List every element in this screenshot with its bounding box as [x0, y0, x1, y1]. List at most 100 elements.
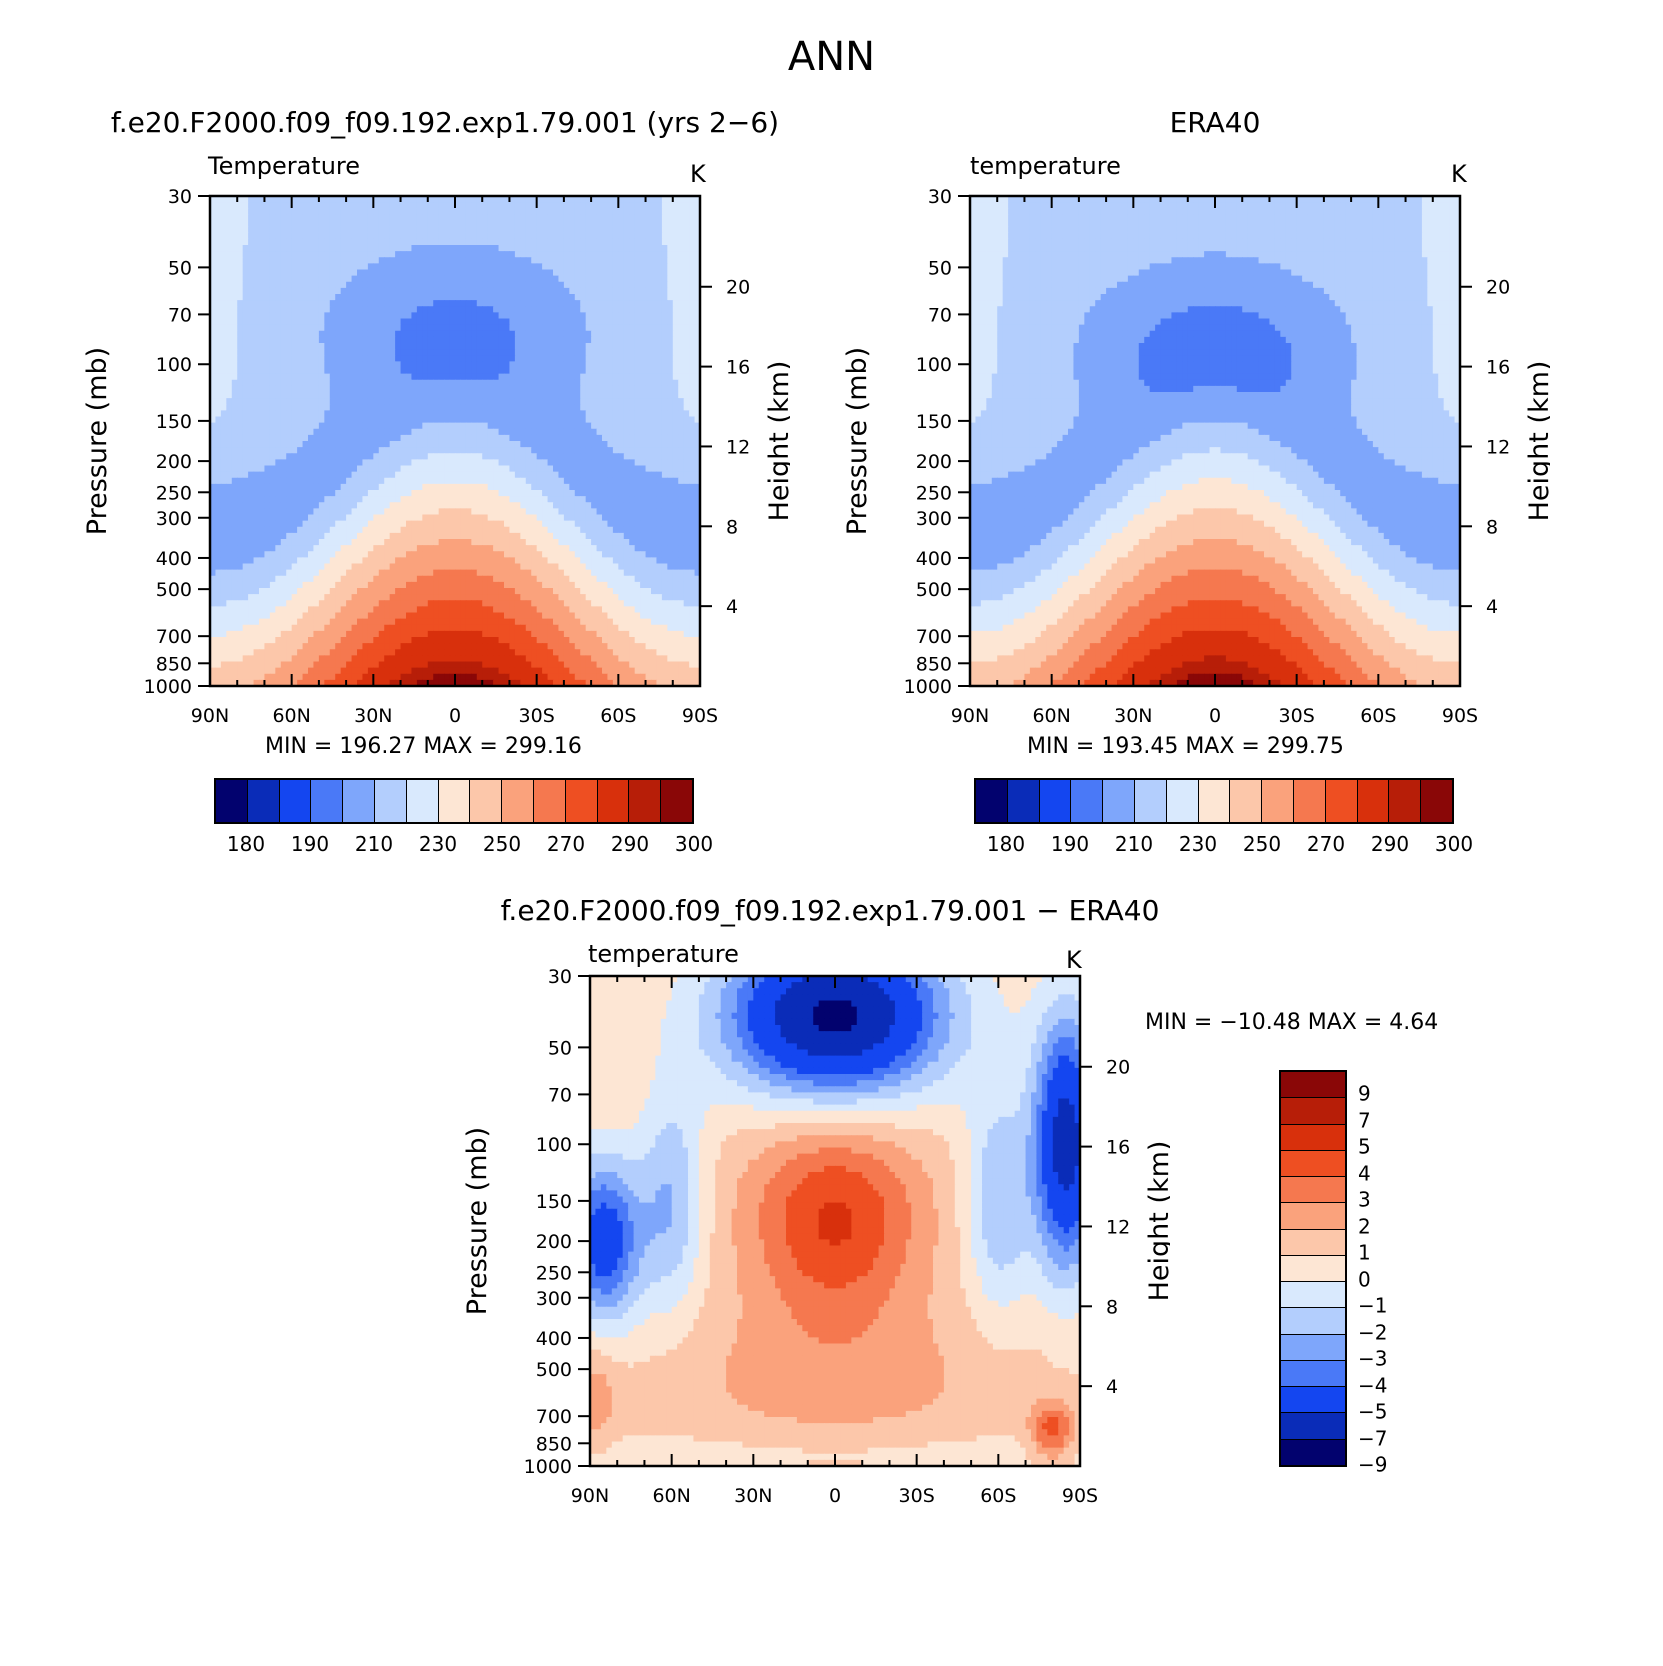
- contour-cell: [416, 385, 423, 393]
- contour-cell: [471, 490, 478, 497]
- contour-cell: [482, 214, 489, 222]
- contour-cell: [487, 434, 494, 442]
- contour-cell: [678, 220, 685, 228]
- contour-cell: [367, 196, 374, 203]
- contour-cell: [329, 520, 336, 528]
- contour-cell: [422, 392, 429, 399]
- contour-cell: [297, 208, 304, 215]
- contour-cell: [656, 410, 663, 418]
- contour-cell: [313, 410, 320, 418]
- contour-cell: [242, 202, 249, 209]
- contour-cell: [248, 514, 255, 522]
- contour-cell: [248, 245, 255, 252]
- contour-cell: [346, 483, 353, 491]
- contour-cell: [395, 465, 402, 473]
- contour-cell: [525, 410, 532, 418]
- contour-cell: [422, 373, 429, 381]
- contour-cell: [210, 251, 217, 258]
- contour-cell: [335, 336, 342, 344]
- contour-cell: [455, 416, 462, 424]
- contour-cell: [569, 520, 576, 528]
- contour-cell: [471, 392, 478, 399]
- contour-cell: [509, 330, 516, 338]
- contour-cell: [357, 532, 364, 540]
- contour-cell: [667, 232, 674, 240]
- contour-cell: [563, 379, 570, 387]
- contour-cell: [683, 202, 690, 209]
- contour-cell: [455, 410, 462, 418]
- contour-cell: [340, 343, 347, 350]
- contour-cell: [482, 245, 489, 252]
- contour-cell: [220, 441, 227, 448]
- contour-cell: [416, 459, 423, 467]
- contour-cell: [226, 520, 233, 528]
- contour-cell: [297, 490, 304, 497]
- contour-cell: [406, 496, 413, 503]
- contour-cell: [231, 514, 238, 522]
- contour-cell: [683, 238, 690, 246]
- contour-cell: [509, 349, 516, 356]
- contour-cell: [422, 477, 429, 485]
- contour-cell: [449, 502, 456, 509]
- contour-cell: [547, 312, 554, 320]
- contour-cell: [455, 245, 462, 252]
- contour-cell: [596, 459, 603, 467]
- contour-cell: [612, 294, 619, 301]
- contour-cell: [580, 263, 587, 271]
- contour-cell: [357, 416, 364, 424]
- contour-cell: [476, 416, 483, 424]
- contour-cell: [656, 226, 663, 234]
- contour-cell: [678, 336, 685, 344]
- contour-cell: [471, 367, 478, 375]
- contour-cell: [362, 441, 369, 448]
- contour-cell: [400, 220, 407, 228]
- contour-cell: [259, 343, 266, 350]
- contour-cell: [531, 349, 538, 356]
- contour-cell: [395, 532, 402, 540]
- contour-cell: [661, 392, 668, 399]
- contour-cell: [291, 496, 298, 503]
- contour-cell: [520, 373, 527, 381]
- contour-cell: [406, 238, 413, 246]
- contour-cell: [406, 373, 413, 381]
- contour-cell: [411, 441, 418, 448]
- contour-cell: [651, 257, 658, 264]
- contour-cell: [542, 416, 549, 424]
- contour-cell: [329, 281, 336, 289]
- contour-cell: [514, 208, 521, 215]
- contour-cell: [536, 312, 543, 320]
- contour-cell: [373, 434, 380, 442]
- contour-cell: [242, 385, 249, 393]
- contour-cell: [438, 477, 445, 485]
- contour-cell: [367, 324, 374, 332]
- contour-cell: [318, 465, 325, 473]
- contour-cell: [275, 287, 282, 295]
- contour-cell: [335, 306, 342, 313]
- contour-cell: [389, 532, 396, 540]
- contour-cell: [651, 202, 658, 209]
- contour-cell: [220, 447, 227, 454]
- contour-cell: [335, 226, 342, 234]
- contour-cell: [438, 232, 445, 240]
- contour-cell: [280, 392, 287, 399]
- contour-cell: [253, 245, 260, 252]
- contour-cell: [536, 367, 543, 375]
- contour-cell: [406, 398, 413, 405]
- contour-cell: [259, 312, 266, 320]
- contour-cell: [520, 410, 527, 418]
- contour-cell: [308, 300, 315, 307]
- contour-cell: [514, 392, 521, 399]
- contour-cell: [574, 318, 581, 326]
- contour-cell: [335, 508, 342, 516]
- contour-cell: [585, 361, 592, 369]
- contour-cell: [460, 428, 467, 436]
- contour-cell: [313, 385, 320, 393]
- contour-cell: [476, 287, 483, 295]
- contour-cell: [580, 349, 587, 356]
- contour-cell: [531, 355, 538, 362]
- obs-min-max: MIN = 193.45 MAX = 299.75: [1027, 734, 1344, 759]
- contour-cell: [433, 196, 440, 203]
- contour-cell: [563, 477, 570, 485]
- contour-cell: [389, 441, 396, 448]
- contour-cell: [580, 318, 587, 326]
